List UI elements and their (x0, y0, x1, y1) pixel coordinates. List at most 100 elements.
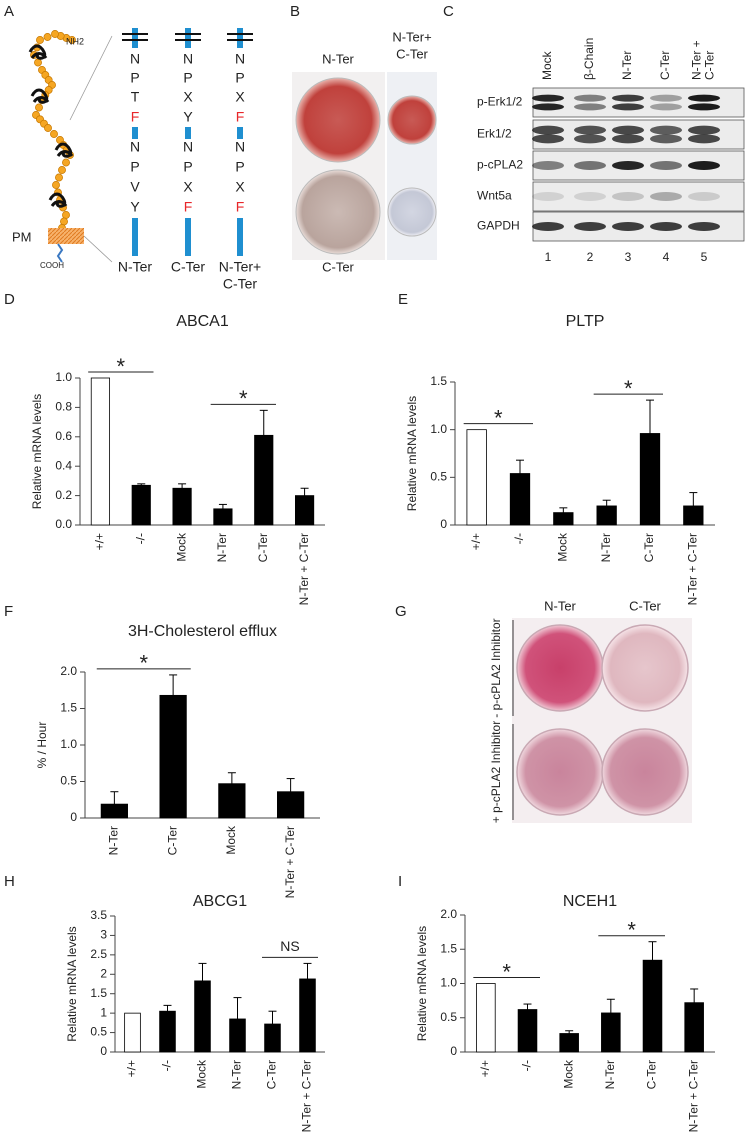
error-bar (303, 962, 312, 979)
y-tick-label: 2.5 (90, 947, 107, 961)
bar (90, 377, 111, 526)
y-tick-label: 0.5 (440, 1010, 457, 1024)
error-bar (169, 674, 178, 696)
lane-number: 3 (625, 250, 632, 264)
residue: P (130, 70, 139, 86)
bar (684, 1002, 704, 1053)
band (532, 161, 564, 170)
lane-label: N-Ter + (690, 40, 704, 80)
bar (683, 505, 704, 526)
band (532, 192, 564, 201)
y-tick-label: 0.4 (55, 458, 72, 472)
bar (553, 512, 574, 526)
blue-segment (237, 28, 243, 48)
y-tick-label: 1.0 (60, 737, 77, 751)
residue-bead (55, 173, 63, 182)
blue-segment (132, 28, 138, 48)
construct-label: N-Ter+ (219, 259, 261, 275)
residue: P (183, 159, 192, 175)
panel-label: I (398, 873, 402, 890)
x-tick-label: N-Ter (230, 1060, 244, 1089)
band (650, 134, 682, 144)
error-bar (218, 503, 227, 509)
lane-label: C-Ter (703, 51, 717, 80)
band (650, 94, 682, 102)
blot-strip (532, 119, 745, 150)
residue: F (236, 109, 245, 125)
dish (601, 624, 689, 712)
residue: N (183, 139, 193, 155)
y-tick-label: 1 (100, 1005, 107, 1019)
error-bar (300, 487, 309, 496)
band (574, 94, 606, 102)
band (688, 103, 720, 111)
residue: T (131, 89, 140, 105)
dish (601, 728, 689, 816)
significance-label: * (627, 918, 636, 943)
bar (213, 508, 233, 526)
band (574, 103, 606, 111)
band (574, 134, 606, 144)
residue-bead (36, 36, 44, 44)
bar (601, 1012, 621, 1053)
significance-label: * (624, 376, 633, 401)
error-bar (268, 1010, 277, 1025)
bar (476, 983, 496, 1053)
x-tick-label: -/- (512, 533, 526, 544)
band (612, 94, 644, 102)
error-bar (559, 507, 568, 513)
error-bar (163, 1004, 172, 1012)
y-tick-label: 3.5 (90, 908, 107, 922)
lane-number: 4 (663, 250, 670, 264)
x-tick-label: N-Ter (603, 1060, 617, 1089)
x-tick-label: C-Ter (642, 533, 656, 562)
bar (294, 495, 315, 526)
y-tick-label: 1.0 (55, 370, 72, 384)
lane-label: N-Ter (620, 51, 634, 80)
blue-segment (237, 127, 243, 139)
residue: N (235, 139, 245, 155)
error-bar (565, 1030, 574, 1034)
band (612, 103, 644, 111)
lane-number: 1 (545, 250, 552, 264)
band (650, 103, 682, 111)
chart-title: 3H-Cholesterol efflux (128, 623, 277, 640)
bar (509, 473, 531, 526)
lane-number: 5 (701, 250, 708, 264)
bar (124, 1012, 141, 1053)
lane-label: β-Chain (582, 38, 596, 80)
x-tick-label: N-Ter + C-Ter (297, 533, 311, 605)
y-tick-label: 2.0 (440, 907, 457, 921)
error-bar (259, 409, 268, 436)
band (532, 125, 564, 135)
blot-strip (532, 87, 745, 118)
disulfide-loop (48, 192, 68, 208)
blot-label: Wnt5a (477, 189, 512, 203)
y-axis-label: Relative mRNA levels (405, 396, 419, 511)
x-tick-label: C-Ter (256, 533, 270, 562)
band (574, 192, 606, 201)
residue-bead (60, 217, 68, 226)
y-tick-label: 2.0 (60, 664, 77, 678)
bar (229, 1018, 246, 1053)
bar (642, 959, 663, 1053)
membrane-label: PM (12, 229, 32, 244)
panel-label: A (4, 3, 14, 20)
x-tick-label: C-Ter (645, 1060, 659, 1089)
residue: N (130, 139, 140, 155)
significance-label: NS (280, 938, 299, 954)
residue-bead (62, 211, 70, 219)
zoom-line (83, 235, 113, 263)
construct-label: C-Ter (171, 259, 206, 275)
chart-title: NCEH1 (563, 893, 617, 910)
band (688, 134, 720, 144)
band (688, 125, 720, 135)
residue: P (183, 70, 192, 86)
residue-bead (50, 130, 58, 138)
blot-label: Erk1/2 (477, 127, 512, 141)
well-label: C-Ter (629, 598, 661, 613)
blue-segment (237, 218, 243, 256)
y-tick-label: 1.0 (440, 976, 457, 990)
